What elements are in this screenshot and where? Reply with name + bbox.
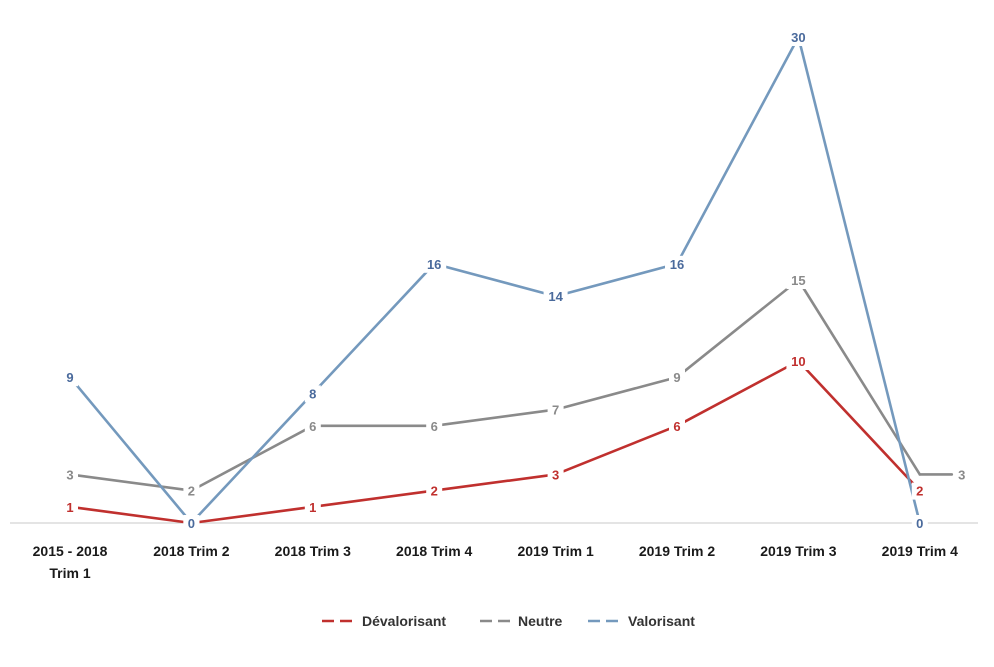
legend-label: Valorisant xyxy=(628,613,695,629)
data-label-bg xyxy=(304,417,321,435)
data-label-bg xyxy=(422,255,447,273)
data-label-bg xyxy=(786,353,811,370)
data-label: 1 xyxy=(309,500,316,515)
data-label: 30 xyxy=(791,30,805,45)
data-label-bg xyxy=(62,498,78,516)
data-label-bg xyxy=(786,272,811,289)
x-tick-label: 2019 Trim 4 xyxy=(882,543,958,559)
x-tick-label: 2018 Trim 3 xyxy=(275,543,351,559)
data-label-bg xyxy=(304,385,321,403)
series-line-0 xyxy=(68,359,922,525)
x-tick-labels: 2015 - 2018 Trim 1 2018 Trim 2 2018 Trim 3 2… xyxy=(33,543,959,581)
data-label-bg xyxy=(183,515,200,532)
data-label-bg xyxy=(665,255,689,273)
data-label-bg xyxy=(62,369,78,387)
data-label: 0 xyxy=(916,516,923,531)
series-lines xyxy=(68,35,954,525)
data-label: 9 xyxy=(66,370,73,385)
data-label: 6 xyxy=(309,419,316,434)
data-label: 16 xyxy=(427,257,441,272)
data-label: 3 xyxy=(552,467,559,482)
data-label: 6 xyxy=(673,419,680,434)
legend: Dévalorisant Neutre Valorisant xyxy=(322,613,695,629)
data-label: 14 xyxy=(548,289,563,304)
data-label-bg xyxy=(953,466,970,484)
data-label: 2 xyxy=(188,484,195,499)
data-label: 10 xyxy=(791,354,805,369)
x-tick-label: Trim 1 xyxy=(49,565,90,581)
data-label: 6 xyxy=(431,419,438,434)
legend-label: Neutre xyxy=(518,613,563,629)
x-tick-label: 2018 Trim 2 xyxy=(153,543,229,559)
data-label: 3 xyxy=(66,467,73,482)
x-tick-label: 2019 Trim 1 xyxy=(517,543,593,559)
data-label-bg xyxy=(911,482,928,500)
x-tick-label: 2019 Trim 3 xyxy=(760,543,836,559)
data-label: 16 xyxy=(670,257,684,272)
x-tick-label: 2019 Trim 2 xyxy=(639,543,715,559)
data-label: 15 xyxy=(791,273,805,288)
data-label-bg xyxy=(669,417,685,435)
data-label-bg xyxy=(786,29,811,46)
series-line-2 xyxy=(68,35,922,525)
x-tick-label: 2015 - 2018 xyxy=(33,543,108,559)
data-label: 2 xyxy=(916,484,923,499)
data-label-bg xyxy=(547,401,564,419)
data-label: 2 xyxy=(431,484,438,499)
data-label-bg xyxy=(426,417,443,435)
data-label-bg xyxy=(911,515,928,532)
data-label-bg xyxy=(304,498,321,516)
data-label-bg xyxy=(543,288,568,306)
data-label: 3 xyxy=(958,467,965,482)
series-line-1 xyxy=(68,278,922,492)
data-label: 1 xyxy=(66,500,73,515)
data-label-bg xyxy=(426,482,443,500)
data-label-bg xyxy=(183,482,200,500)
data-label: 7 xyxy=(552,403,559,418)
data-label-bg xyxy=(547,466,564,484)
data-label-bg xyxy=(62,466,78,484)
data-label: 0 xyxy=(188,516,195,531)
data-label: 8 xyxy=(309,386,316,401)
x-tick-label: 2018 Trim 4 xyxy=(396,543,472,559)
data-labels: 101236102326679153908161416300 xyxy=(62,29,970,532)
data-label-bg xyxy=(669,369,685,387)
legend-label: Dévalorisant xyxy=(362,613,446,629)
data-label: 9 xyxy=(673,370,680,385)
